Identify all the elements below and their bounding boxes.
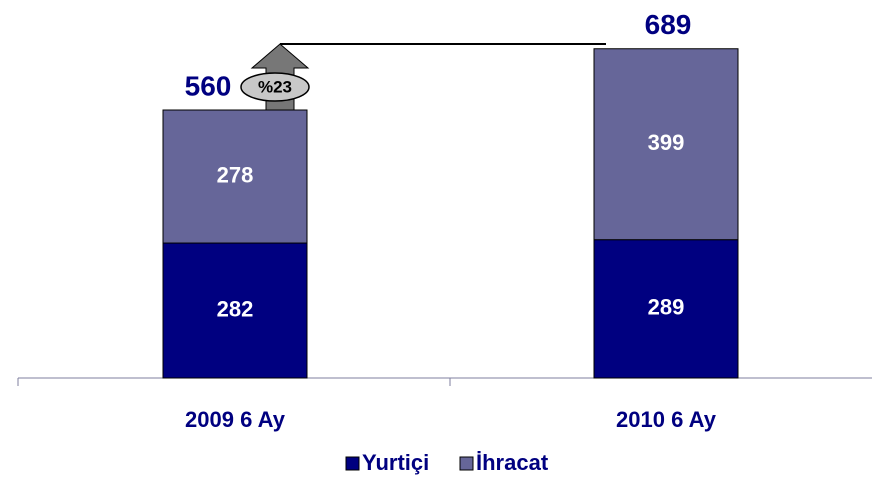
growth-label: %23 <box>258 77 292 96</box>
segment-label: 289 <box>648 295 685 320</box>
bar-segment <box>593 48 739 241</box>
x-tick-label: 2010 6 Ay <box>616 407 717 432</box>
segment-label: 399 <box>648 130 685 155</box>
total-label: 560 <box>185 70 232 101</box>
legend-label: Yurtiçi <box>362 450 429 475</box>
total-label: 689 <box>645 9 692 40</box>
bar-segment <box>162 242 308 379</box>
legend-swatch <box>459 456 474 471</box>
legend-swatch <box>345 456 360 471</box>
segment-label: 278 <box>217 162 254 187</box>
growth-badge <box>240 72 310 102</box>
segment-label: 282 <box>217 296 254 321</box>
bar-segment <box>162 109 308 244</box>
legend-label: İhracat <box>476 450 549 475</box>
bar-segment <box>593 239 739 379</box>
x-tick-label: 2009 6 Ay <box>185 407 286 432</box>
